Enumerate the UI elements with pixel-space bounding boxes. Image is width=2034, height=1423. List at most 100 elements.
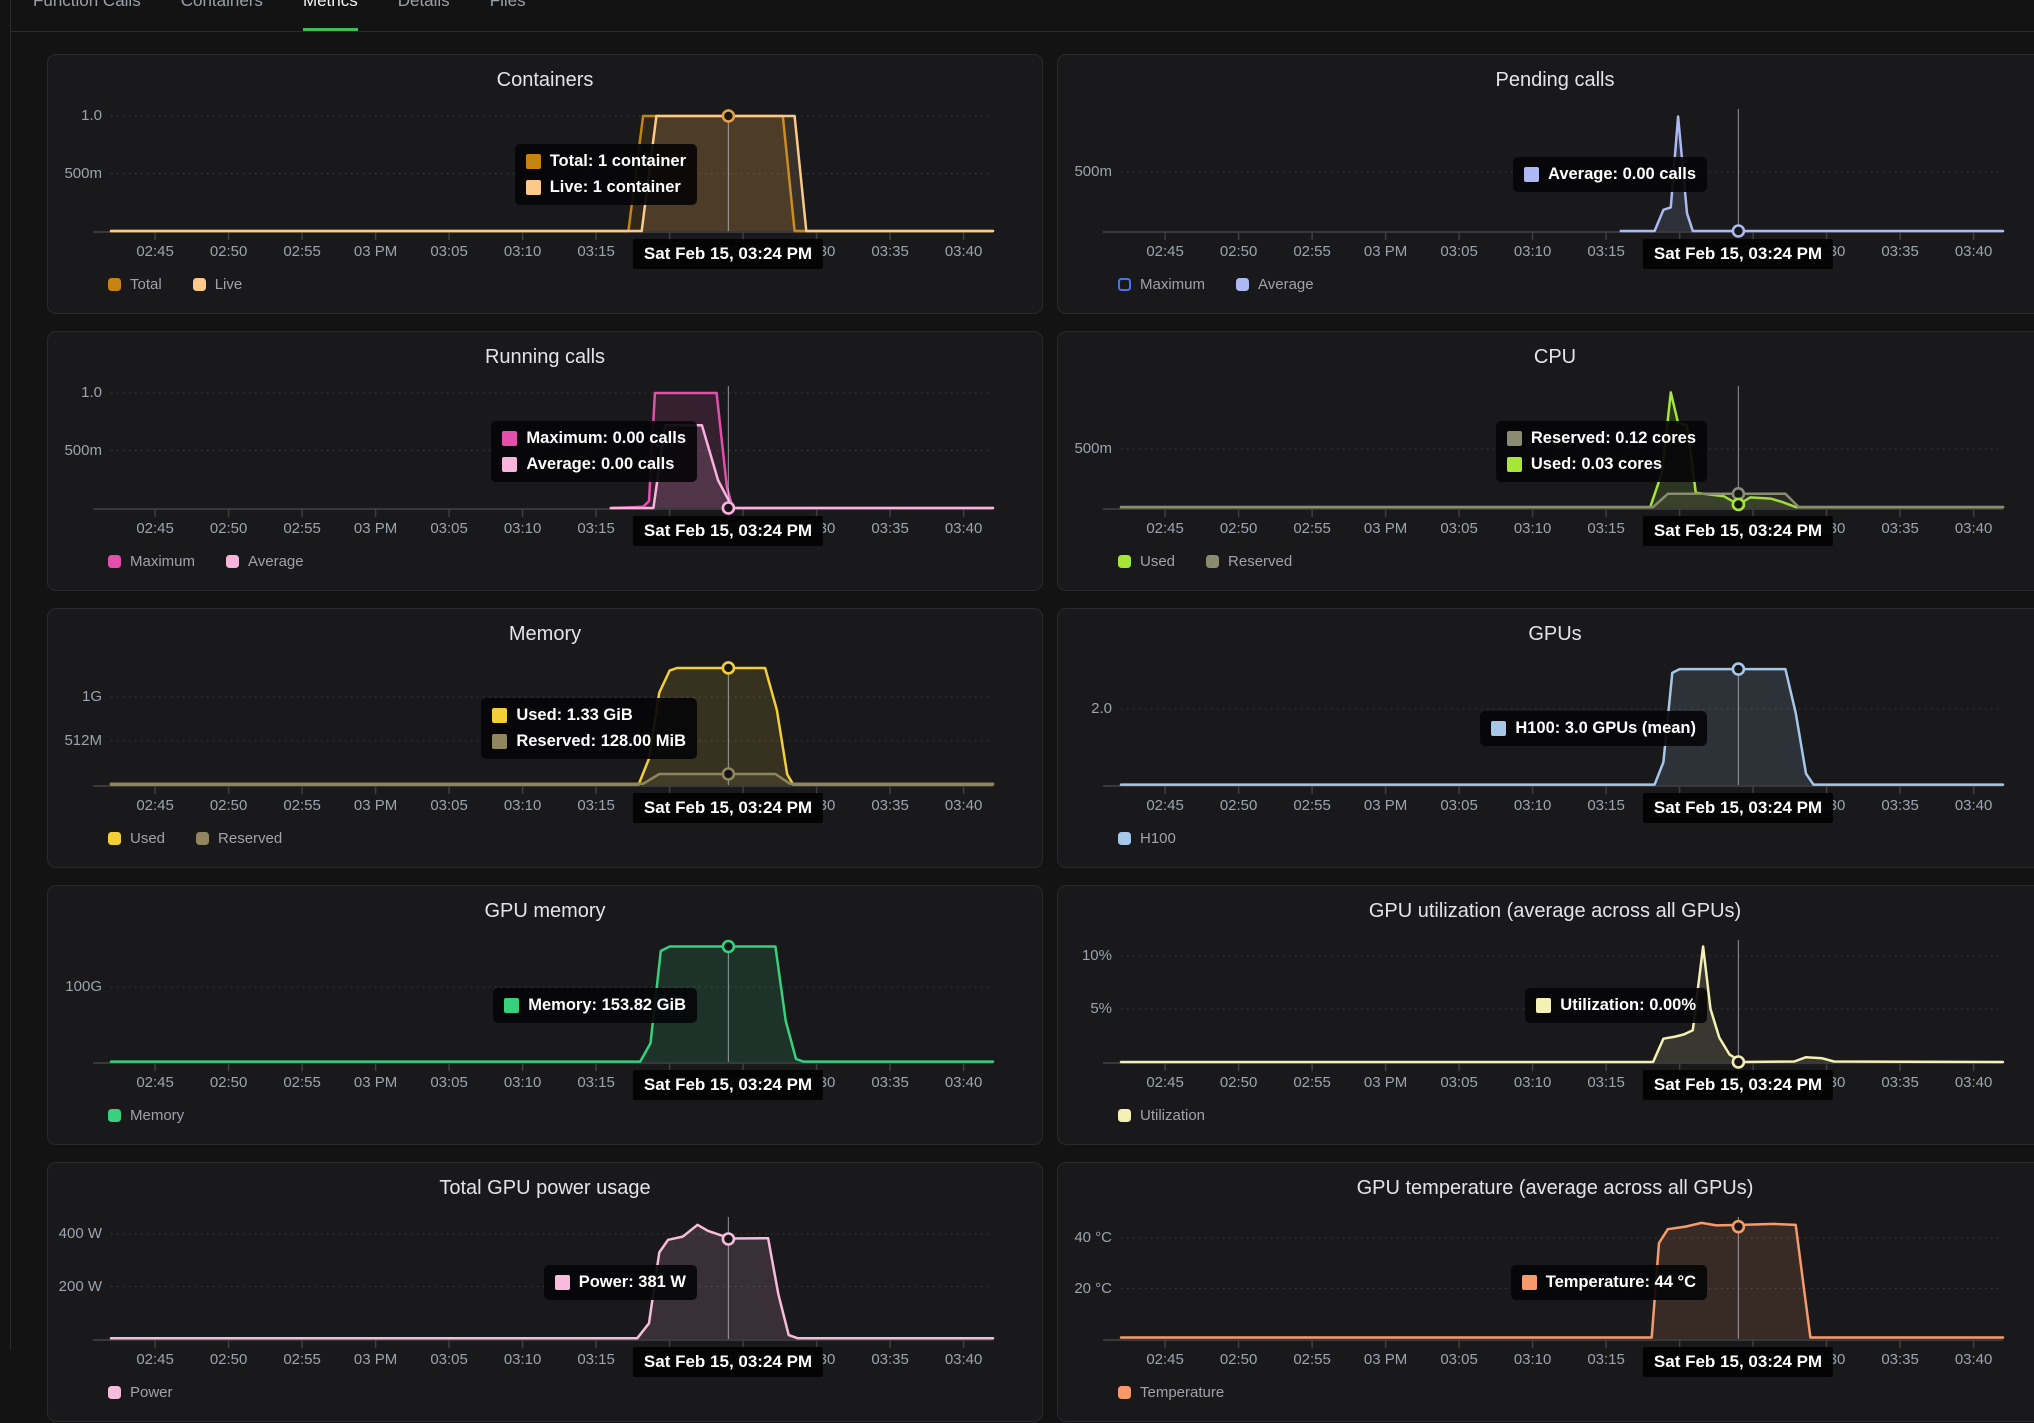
- tooltip-value-text: Memory: 153.82 GiB: [528, 996, 686, 1014]
- cursor-date-tooltip: Sat Feb 15, 03:24 PM: [632, 1347, 824, 1377]
- cursor-date-tooltip: Sat Feb 15, 03:24 PM: [1642, 239, 1834, 269]
- x-axis-tick-label: 03 PM: [353, 797, 398, 814]
- x-axis-tick-label: 02:55: [283, 520, 321, 537]
- legend-item-temperature[interactable]: Temperature: [1118, 1384, 1224, 1401]
- tooltip-series-swatch-icon: [554, 1275, 570, 1290]
- tooltip-row: Temperature: 44 °C: [1521, 1273, 1696, 1292]
- y-axis-tick-label: 5%: [1090, 1000, 1112, 1017]
- chart-title: GPU temperature (average across all GPUs…: [1356, 1177, 1754, 1199]
- x-axis-tick-label: 02:45: [136, 520, 174, 537]
- tooltip-value-text: Average: 0.00 calls: [526, 455, 675, 473]
- legend-item-total[interactable]: Total: [108, 276, 162, 293]
- legend-swatch-icon: [1118, 1109, 1131, 1122]
- x-axis-tick-label: 03:40: [1954, 1074, 1993, 1091]
- cursor-date-tooltip: Sat Feb 15, 03:24 PM: [1642, 793, 1834, 823]
- chart-legend: Maximum Average: [108, 553, 304, 570]
- chart-plot[interactable]: [48, 332, 1044, 592]
- x-axis-tick-label: 02:55: [1293, 797, 1331, 814]
- cursor-date-tooltip: Sat Feb 15, 03:24 PM: [1642, 1070, 1834, 1100]
- x-axis-tick-label: 03:10: [503, 520, 542, 537]
- legend-swatch-icon: [1118, 1386, 1131, 1399]
- tooltip-series-swatch-icon: [1506, 457, 1522, 472]
- legend-item-memory[interactable]: Memory: [108, 1107, 184, 1124]
- x-axis-tick-label: 03:15: [577, 1074, 615, 1091]
- x-axis-tick-label: 02:45: [1146, 797, 1184, 814]
- legend-item-reserved[interactable]: Reserved: [196, 830, 282, 847]
- tooltip-row: Total: 1 container: [525, 152, 686, 171]
- chart-title: Containers: [496, 69, 594, 91]
- x-axis-tick-label: 03 PM: [1363, 520, 1408, 537]
- x-axis-tick-label: 02:50: [209, 797, 248, 814]
- tab-files[interactable]: Files: [489, 0, 526, 10]
- x-axis-tick-label: 02:50: [1219, 243, 1258, 260]
- x-axis-tick-label: 03:10: [1513, 243, 1552, 260]
- legend-swatch-icon: [1118, 278, 1131, 291]
- legend-swatch-icon: [196, 832, 210, 845]
- chart-title: GPUs: [1528, 623, 1582, 645]
- x-axis-tick-label: 03 PM: [353, 520, 398, 537]
- x-axis-tick-label: 03:15: [1587, 520, 1625, 537]
- y-axis-tick-label: 500m: [64, 164, 102, 182]
- tooltip-row: Used: 1.33 GiB: [492, 706, 686, 725]
- legend-item-maximum[interactable]: Maximum: [108, 553, 195, 570]
- legend-item-utilization[interactable]: Utilization: [1118, 1107, 1205, 1124]
- chart-plot[interactable]: [1058, 1163, 2034, 1423]
- x-axis-tick-label: 03:40: [944, 243, 983, 260]
- legend-swatch-icon: [1236, 278, 1250, 291]
- x-axis-tick-label: 03:35: [1881, 520, 1919, 537]
- x-axis-tick-label: 03:40: [1954, 1351, 1993, 1368]
- legend-item-average[interactable]: Average: [226, 553, 304, 570]
- chart-plot[interactable]: [1058, 886, 2034, 1146]
- legend-item-power[interactable]: Power: [108, 1384, 173, 1401]
- tooltip-series-swatch-icon: [1491, 721, 1507, 736]
- chart-plot[interactable]: [48, 609, 1044, 869]
- legend-label: Temperature: [1140, 1384, 1225, 1401]
- x-axis-tick-label: 02:45: [136, 1351, 174, 1368]
- tooltip-series-swatch-icon: [525, 180, 541, 195]
- y-axis-tick-label: 100G: [65, 978, 102, 995]
- tooltip-value-text: Maximum: 0.00 calls: [526, 429, 686, 447]
- chart-title: GPU memory: [484, 900, 606, 922]
- tooltip-row: Utilization: 0.00%: [1536, 996, 1696, 1015]
- legend-item-maximum[interactable]: Maximum: [1118, 276, 1205, 293]
- tab-bar: Function Calls Containers Metrics Details Fi…: [33, 0, 526, 31]
- chart-plot[interactable]: [48, 886, 1044, 1146]
- x-axis-tick-label: 02:45: [1146, 1074, 1184, 1091]
- chart-plot[interactable]: [1058, 332, 2034, 592]
- legend-item-used[interactable]: Used: [108, 830, 165, 847]
- y-axis-tick-label: 500m: [64, 441, 102, 459]
- x-axis-tick-label: 03:10: [1513, 1074, 1552, 1091]
- chart-plot[interactable]: [1058, 609, 2034, 869]
- x-axis-tick-label: 03:05: [1440, 1351, 1478, 1368]
- chart-legend: Maximum Average: [1118, 276, 1314, 293]
- x-axis-tick-label: 03 PM: [353, 243, 398, 260]
- tab-function-calls[interactable]: Function Calls: [33, 0, 141, 10]
- x-axis-tick-label: 03:10: [1513, 1351, 1552, 1368]
- tab-metrics[interactable]: Metrics: [302, 0, 358, 31]
- x-axis-tick-label: 02:55: [283, 797, 321, 814]
- legend-item-average[interactable]: Average: [1236, 276, 1314, 293]
- legend-swatch-icon: [1118, 832, 1131, 845]
- x-axis-tick-label: 02:55: [283, 243, 321, 260]
- chart-plot[interactable]: [48, 55, 1044, 315]
- legend-swatch-icon: [108, 1386, 121, 1399]
- tooltip-series-swatch-icon: [502, 457, 518, 472]
- tab-details[interactable]: Details: [397, 0, 450, 10]
- chart-legend: H100: [1118, 830, 1176, 847]
- chart-card-temperature: GPU temperature (average across all GPUs…: [1057, 1162, 2034, 1422]
- cursor-date-tooltip: Sat Feb 15, 03:24 PM: [632, 1070, 824, 1100]
- chart-title: Total GPU power usage: [439, 1177, 651, 1199]
- legend-item-h100[interactable]: H100: [1118, 830, 1176, 847]
- y-axis-tick-label: 40 °C: [1074, 1229, 1112, 1246]
- legend-item-reserved[interactable]: Reserved: [1206, 553, 1292, 570]
- tooltip-series-swatch-icon: [1506, 431, 1522, 446]
- x-axis-tick-label: 03:35: [1881, 1074, 1919, 1091]
- legend-item-used[interactable]: Used: [1118, 553, 1175, 570]
- tooltip-value-text: Total: 1 container: [549, 152, 686, 170]
- tab-containers[interactable]: Containers: [180, 0, 263, 10]
- x-axis-tick-label: 03 PM: [1363, 243, 1408, 260]
- x-axis-tick-label: 02:50: [209, 243, 248, 260]
- x-axis-tick-label: 03:40: [944, 797, 983, 814]
- legend-item-live[interactable]: Live: [192, 276, 242, 293]
- x-axis-tick-label: 03:35: [871, 797, 909, 814]
